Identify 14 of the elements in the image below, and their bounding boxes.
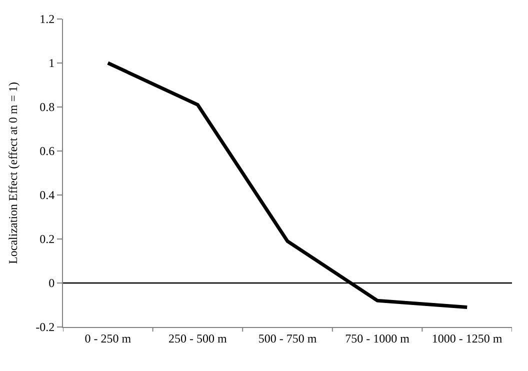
y-tick-label: 1.2 — [40, 12, 55, 26]
y-tick-label: -0.2 — [36, 320, 55, 334]
x-tick-label: 750 - 1000 m — [345, 331, 410, 346]
x-tick-label: 500 - 750 m — [258, 331, 318, 346]
y-tick-label: 0.2 — [40, 232, 55, 246]
y-tick-label: 0.8 — [40, 100, 55, 114]
y-tick-label: 0 — [48, 276, 55, 290]
y-axis-title: Localization Effect (effect at 0 m = 1) — [6, 82, 20, 264]
y-tick-label: 1 — [48, 56, 55, 70]
y-tick-label: 0.4 — [40, 188, 55, 202]
x-tick-label: 0 - 250 m — [84, 331, 132, 346]
x-tick-label: 1000 - 1250 m — [432, 331, 503, 346]
y-tick-label: 0.6 — [40, 144, 55, 158]
x-tick-label: 250 - 500 m — [168, 331, 228, 346]
